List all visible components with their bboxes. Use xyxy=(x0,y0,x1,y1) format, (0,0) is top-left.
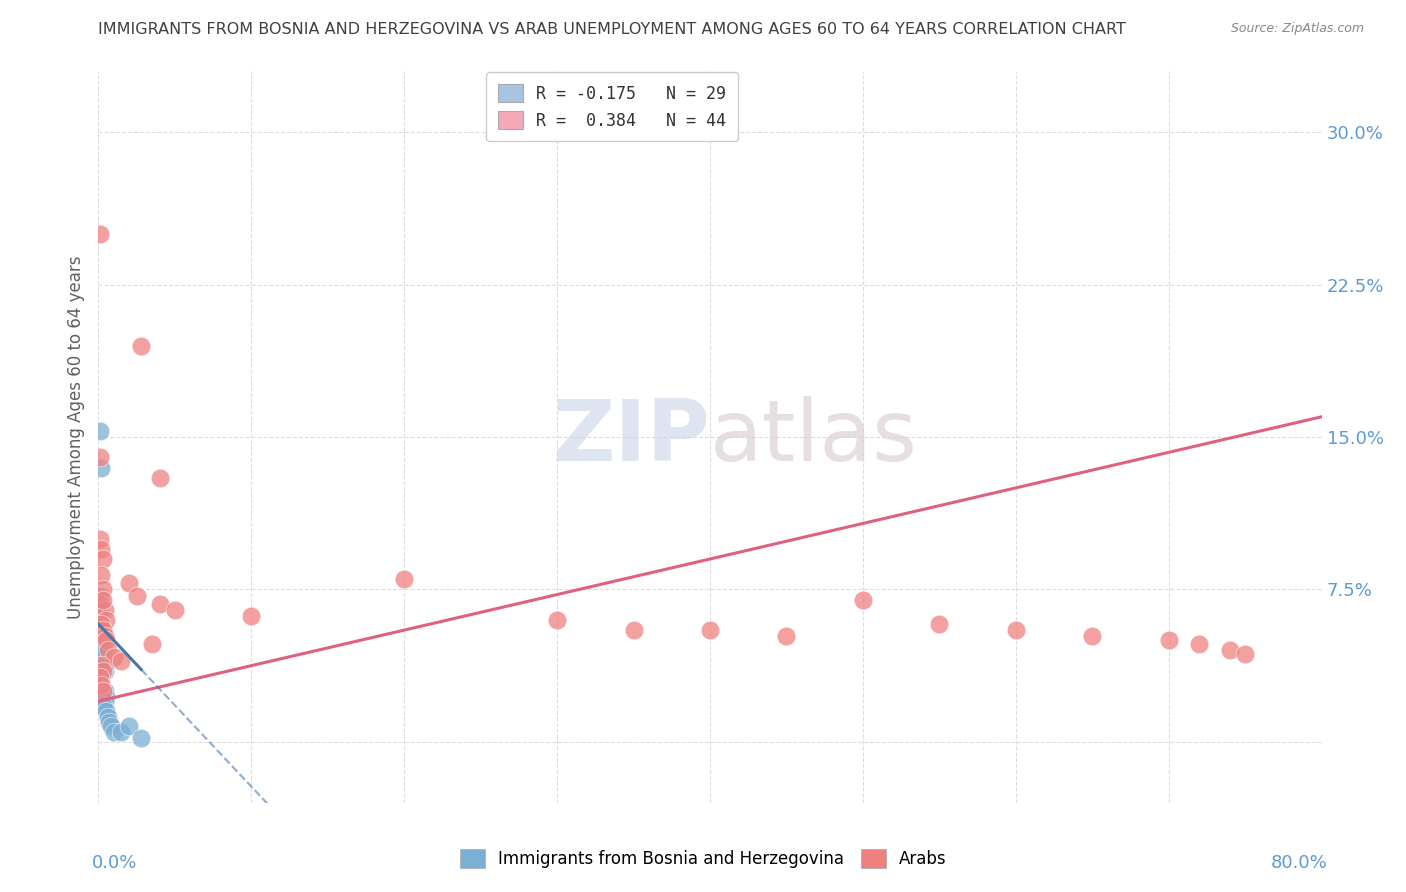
Text: ZIP: ZIP xyxy=(553,395,710,479)
Point xyxy=(852,592,875,607)
Point xyxy=(93,684,115,698)
Point xyxy=(1081,629,1104,643)
Point xyxy=(1004,623,1026,637)
Point xyxy=(90,637,112,651)
Point xyxy=(94,690,117,705)
Text: IMMIGRANTS FROM BOSNIA AND HERZEGOVINA VS ARAB UNEMPLOYMENT AMONG AGES 60 TO 64 : IMMIGRANTS FROM BOSNIA AND HERZEGOVINA V… xyxy=(98,22,1126,37)
Point xyxy=(91,654,114,668)
Point xyxy=(149,597,172,611)
Point xyxy=(89,227,111,241)
Text: atlas: atlas xyxy=(710,395,918,479)
Point xyxy=(94,613,117,627)
Point xyxy=(623,623,645,637)
Point xyxy=(89,450,111,465)
Point xyxy=(90,678,112,692)
Point xyxy=(97,710,120,724)
Legend: Immigrants from Bosnia and Herzegovina, Arabs: Immigrants from Bosnia and Herzegovina, … xyxy=(453,843,953,875)
Y-axis label: Unemployment Among Ages 60 to 64 years: Unemployment Among Ages 60 to 64 years xyxy=(66,255,84,619)
Point xyxy=(89,603,111,617)
Point xyxy=(118,576,141,591)
Point xyxy=(93,657,115,672)
Point xyxy=(93,694,115,708)
Point xyxy=(149,471,172,485)
Point xyxy=(163,603,186,617)
Point xyxy=(93,629,115,643)
Point xyxy=(91,684,114,698)
Point xyxy=(1188,637,1211,651)
Point xyxy=(1234,648,1257,662)
Point xyxy=(91,582,114,597)
Point xyxy=(89,649,111,664)
Point xyxy=(90,617,112,632)
Point xyxy=(89,589,111,603)
Point xyxy=(100,718,122,732)
Point xyxy=(94,633,117,648)
Point xyxy=(91,657,114,672)
Point xyxy=(93,664,115,678)
Point xyxy=(93,603,115,617)
Point xyxy=(1219,643,1241,657)
Point xyxy=(89,532,111,546)
Point xyxy=(91,552,114,566)
Point xyxy=(90,597,112,611)
Point xyxy=(89,623,111,637)
Legend: R = -0.175   N = 29, R =  0.384   N = 44: R = -0.175 N = 29, R = 0.384 N = 44 xyxy=(486,72,738,141)
Point xyxy=(89,424,111,438)
Point xyxy=(1157,633,1180,648)
Text: 80.0%: 80.0% xyxy=(1271,854,1327,872)
Point xyxy=(110,654,132,668)
Point xyxy=(89,633,111,648)
Point xyxy=(240,608,263,623)
Point xyxy=(89,597,111,611)
Point xyxy=(90,627,112,641)
Point xyxy=(928,617,950,632)
Point xyxy=(91,664,114,678)
Point xyxy=(90,541,112,556)
Point xyxy=(103,649,125,664)
Text: 0.0%: 0.0% xyxy=(93,854,138,872)
Point xyxy=(125,589,148,603)
Point xyxy=(98,714,121,729)
Point xyxy=(118,718,141,732)
Point xyxy=(129,731,152,745)
Point xyxy=(141,637,163,651)
Point xyxy=(103,724,125,739)
Point xyxy=(90,657,112,672)
Point xyxy=(129,338,152,352)
Point xyxy=(90,673,112,688)
Point xyxy=(97,643,120,657)
Point xyxy=(699,623,721,637)
Point xyxy=(546,613,568,627)
Point xyxy=(89,670,111,684)
Point xyxy=(89,613,111,627)
Point xyxy=(91,643,114,657)
Point xyxy=(392,572,416,586)
Point xyxy=(91,592,114,607)
Point xyxy=(91,698,114,713)
Point xyxy=(775,629,797,643)
Point xyxy=(90,568,112,582)
Point xyxy=(90,460,112,475)
Point xyxy=(110,724,132,739)
Point xyxy=(91,623,114,637)
Text: Source: ZipAtlas.com: Source: ZipAtlas.com xyxy=(1230,22,1364,36)
Point xyxy=(94,705,117,719)
